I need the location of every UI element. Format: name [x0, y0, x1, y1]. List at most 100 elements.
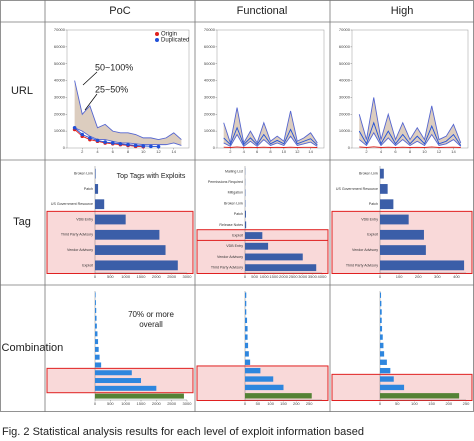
bar	[95, 184, 99, 194]
point	[95, 138, 100, 143]
bar	[245, 300, 247, 307]
point	[126, 142, 130, 147]
series-line	[223, 126, 318, 146]
y-tick-label: 70000	[204, 27, 216, 32]
x-tick-label: 4	[380, 149, 383, 154]
x-tick-label: 8	[127, 149, 130, 154]
bar	[245, 342, 249, 349]
y-tick-label: 50000	[204, 61, 216, 66]
point	[149, 144, 153, 149]
category-label: Third Party Advisory	[211, 266, 243, 270]
bar	[95, 354, 100, 360]
bar	[95, 362, 102, 368]
row-header: URL	[11, 85, 33, 97]
bar	[380, 184, 388, 194]
column-header: High	[391, 5, 414, 17]
x-tick-label: 400	[453, 274, 460, 279]
category-label: Exploit	[232, 234, 243, 238]
category-label: VDB Entry	[226, 244, 243, 248]
category-label: Exploit	[82, 263, 93, 267]
x-tick-label: 2500	[289, 274, 299, 279]
bar	[95, 245, 166, 255]
bar	[245, 393, 312, 399]
x-tick-label: 2	[365, 149, 368, 154]
category-label: VDB Entry	[76, 217, 93, 221]
bar	[245, 351, 249, 357]
x-tick-label: 2500	[167, 401, 177, 406]
bar	[95, 346, 99, 352]
category-label: Vendor Advisory	[217, 255, 243, 259]
arrow	[82, 71, 98, 86]
y-tick-label: 20000	[54, 111, 66, 116]
x-tick-label: 3500	[308, 274, 318, 279]
bar	[95, 214, 126, 225]
x-tick-label: 150	[428, 401, 435, 406]
category-label: Mitigation	[228, 191, 243, 195]
x-tick-label: 2000	[279, 274, 289, 279]
x-tick-label: 4	[243, 149, 246, 154]
x-tick-label: 500	[107, 274, 114, 279]
category-label: US Government Resource	[51, 202, 93, 206]
y-tick-label: 10000	[339, 128, 351, 133]
x-tick-label: 1500	[137, 401, 147, 406]
x-tick-label: 50	[395, 401, 400, 406]
x-tick-label: 1000	[121, 401, 131, 406]
x-tick-label: 3000	[183, 401, 193, 406]
category-label: Mailing List	[225, 169, 243, 173]
y-tick-label: 40000	[204, 78, 216, 83]
y-tick-label: 0	[63, 145, 66, 150]
point	[141, 144, 146, 148]
series-line	[358, 131, 462, 147]
band	[74, 80, 182, 146]
x-tick-label: 12	[437, 149, 442, 154]
y-tick-label: 70000	[339, 27, 351, 32]
bar	[95, 307, 97, 313]
legend-swatch	[155, 32, 159, 36]
series-line	[223, 133, 318, 147]
annotation: 50~100%	[95, 62, 133, 72]
category-label: Permissions Required	[208, 180, 243, 184]
bar	[95, 393, 184, 399]
x-tick-label: 2	[229, 149, 232, 154]
x-tick-label: 1000	[121, 274, 131, 279]
bar	[245, 253, 303, 261]
series-line	[358, 97, 462, 144]
x-tick-label: 0	[94, 274, 97, 279]
category-label: Patch	[84, 187, 93, 191]
x-tick-label: 300	[434, 274, 441, 279]
bar	[245, 376, 274, 382]
y-tick-label: 0	[213, 145, 216, 150]
annotation: overall	[139, 320, 163, 329]
bar	[245, 210, 246, 218]
x-tick-label: 200	[445, 401, 452, 406]
point	[118, 141, 123, 146]
bar	[380, 342, 384, 349]
bar	[95, 378, 141, 384]
bar	[95, 292, 96, 298]
bar	[380, 260, 465, 271]
x-tick-label: 250	[463, 401, 470, 406]
x-tick-label: 3000	[298, 274, 308, 279]
bar	[380, 300, 382, 307]
bar	[380, 351, 385, 357]
bar	[380, 168, 384, 179]
bar	[380, 384, 405, 391]
point	[72, 125, 77, 130]
annotation: 25~50%	[95, 84, 128, 94]
bar	[95, 199, 105, 210]
bar	[380, 334, 383, 340]
y-tick-label: 40000	[339, 78, 351, 83]
x-tick-label: 14	[172, 149, 177, 154]
legend-box	[153, 37, 188, 43]
bar	[380, 376, 394, 382]
bar	[95, 385, 157, 391]
category-label: Vendor Advisory	[67, 248, 93, 252]
y-tick-label: 50000	[339, 61, 351, 66]
category-label: Exploit	[367, 233, 378, 237]
point	[80, 132, 85, 137]
x-tick-label: 100	[411, 401, 418, 406]
bar	[95, 339, 99, 345]
bar	[245, 232, 263, 239]
bar	[380, 359, 387, 365]
